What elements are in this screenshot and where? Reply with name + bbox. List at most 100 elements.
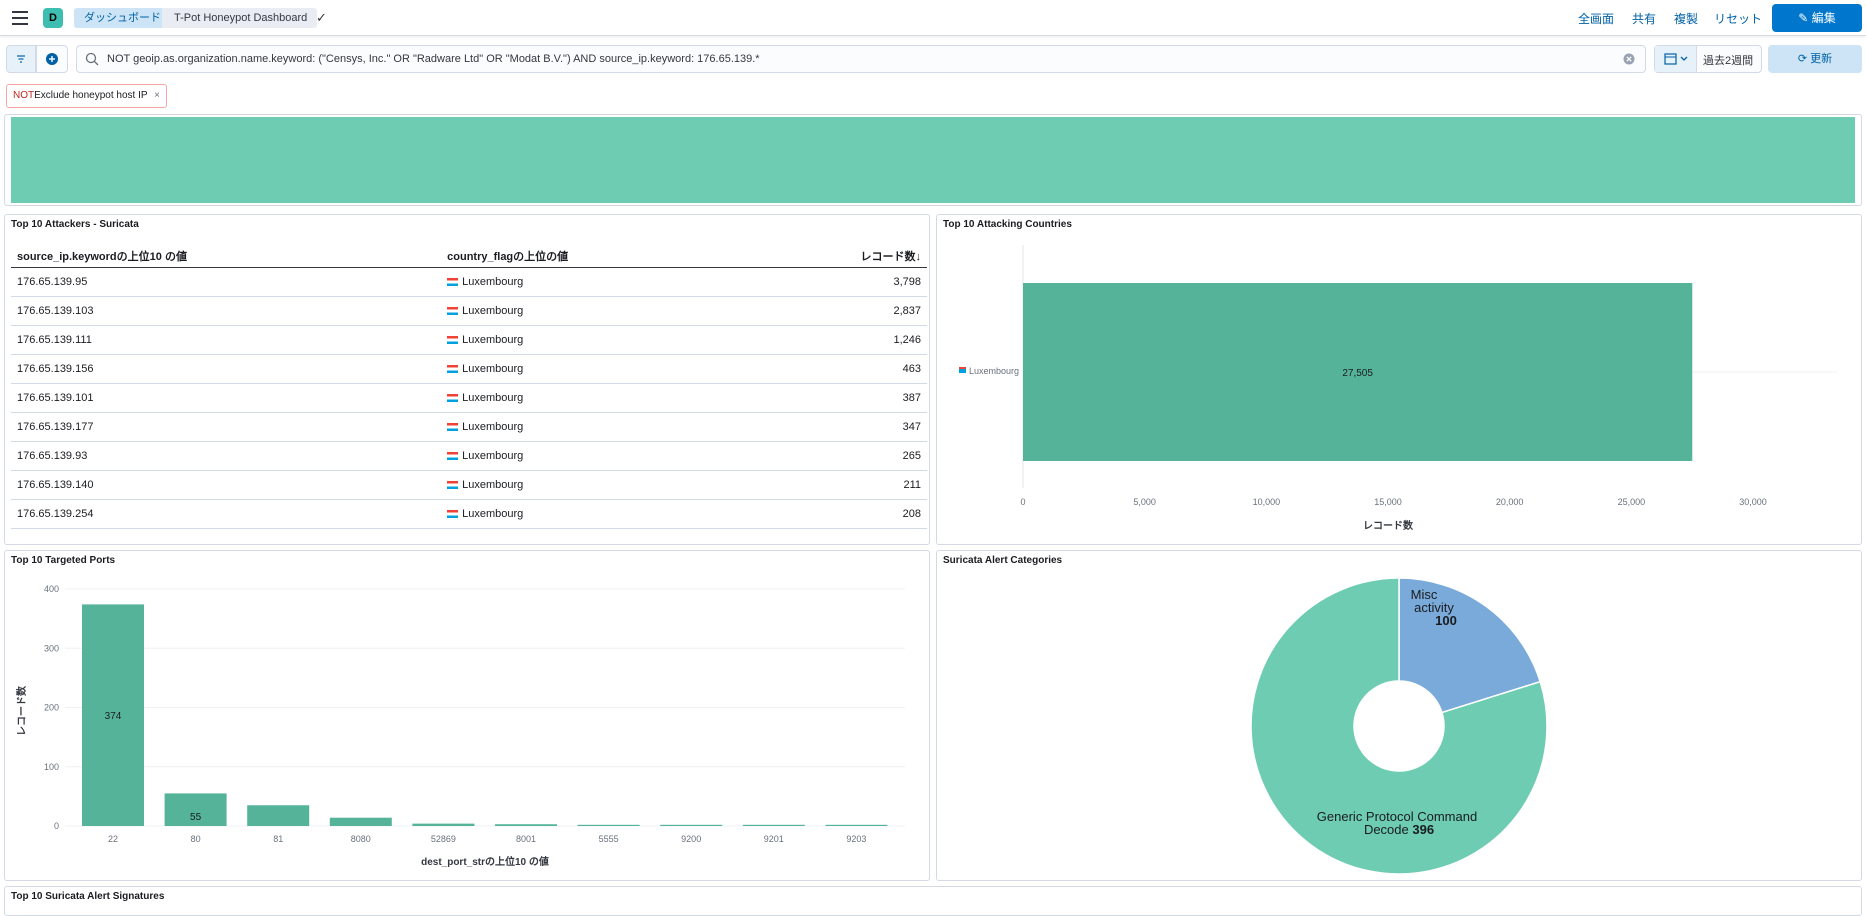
date-quick-menu-button[interactable] [1655, 46, 1697, 72]
date-picker[interactable]: 過去2週間 [1654, 45, 1762, 73]
x-tick-label: 0 [1020, 497, 1025, 507]
ip-cell[interactable]: 176.65.139.95 [11, 267, 442, 297]
table-row[interactable]: 176.65.139.156 Luxembourg 463 [11, 354, 927, 384]
count-cell: 265 [755, 441, 927, 471]
y-tick-label: Luxembourg [969, 366, 1019, 376]
table-row[interactable]: 176.65.139.254 Luxembourg 208 [11, 499, 927, 529]
table-row[interactable]: 176.65.139.101 Luxembourg 387 [11, 383, 927, 413]
x-tick-label: 10,000 [1253, 497, 1281, 507]
panel-alert-signatures: Top 10 Suricata Alert Signatures [4, 886, 1862, 916]
edit-button[interactable]: ✎ 編集 [1772, 4, 1862, 32]
share-link[interactable]: 共有 [1632, 12, 1657, 26]
x-tick-label: 9201 [764, 834, 784, 844]
breadcrumb-current-dashboard: T-Pot Honeypot Dashboard [162, 8, 318, 28]
x-tick-label: 20,000 [1496, 497, 1524, 507]
ports-bar-chart: 0 100 200 300 400 374 22 55 80 81 8080 52869 8001 555… [15, 584, 905, 868]
reset-link[interactable]: リセット [1714, 12, 1763, 26]
query-text: NOT geoip.as.organization.name.keyword: … [107, 53, 760, 65]
country-name: Luxembourg [462, 449, 524, 462]
table-row[interactable]: 176.65.139.140 Luxembourg 211 [11, 470, 927, 500]
refresh-button-label: 更新 [1810, 53, 1833, 65]
bar [329, 817, 392, 826]
panel-title: Top 10 Targeted Ports [11, 555, 116, 566]
plus-circle-icon [46, 53, 58, 65]
ip-cell[interactable]: 176.65.139.140 [11, 470, 442, 500]
country-cell: Luxembourg [441, 470, 756, 500]
panel-top-partial [4, 114, 1862, 206]
luxembourg-flag-icon [447, 364, 459, 373]
x-tick-label: 80 [191, 834, 201, 844]
table-row[interactable]: 176.65.139.103 Luxembourg 2,837 [11, 296, 927, 326]
country-cell: Luxembourg [441, 412, 756, 442]
country-name: Luxembourg [462, 420, 524, 433]
filter-toggle-button[interactable] [6, 45, 36, 73]
breadcrumb-dashboards[interactable]: ダッシュボード [74, 8, 175, 28]
countries-bar-chart: 0 5,000 10,000 15,000 20,000 25,000 30,000 27,5… [959, 245, 1837, 532]
refresh-icon: ⟳ [1797, 53, 1811, 65]
country-cell: Luxembourg [441, 296, 756, 326]
bar [660, 824, 723, 826]
filter-icon [17, 55, 25, 63]
table-row[interactable]: 176.65.139.95 Luxembourg 3,798 [11, 267, 927, 297]
table-row[interactable]: 176.65.139.93 Luxembourg 265 [11, 441, 927, 471]
pencil-icon: ✎ [1798, 11, 1812, 25]
column-header-country[interactable]: country_flagの上位の値 [441, 245, 756, 268]
check-icon: ✓ [316, 10, 327, 25]
country-name: Luxembourg [462, 391, 524, 404]
count-cell: 1,246 [755, 325, 927, 355]
query-bar: NOT geoip.as.organization.name.keyword: … [0, 37, 1866, 83]
bar [82, 604, 144, 826]
space-avatar[interactable]: D [43, 8, 63, 28]
x-tick-label: 9200 [681, 834, 701, 844]
x-tick-label: 5555 [599, 834, 619, 844]
country-name: Luxembourg [462, 333, 524, 346]
luxembourg-flag-icon [447, 480, 459, 489]
fullscreen-link[interactable]: 全画面 [1578, 12, 1615, 26]
ip-cell[interactable]: 176.65.139.156 [11, 354, 442, 384]
x-tick-label: 52869 [431, 834, 456, 844]
slice-value-label: 396 [1412, 822, 1434, 837]
country-name: Luxembourg [462, 507, 524, 520]
x-axis-label: dest_port_strの上位10 の値 [421, 855, 549, 868]
ip-cell[interactable]: 176.65.139.103 [11, 296, 442, 326]
ip-cell[interactable]: 176.65.139.93 [11, 441, 442, 471]
luxembourg-flag-icon [447, 277, 459, 286]
column-header-ip[interactable]: source_ip.keywordの上位10 の値 [11, 245, 442, 268]
table-row[interactable]: 176.65.139.177 Luxembourg 347 [11, 412, 927, 442]
luxembourg-flag-icon [447, 306, 459, 315]
slice-label: Misc activity [1411, 587, 1455, 615]
ip-cell[interactable]: 176.65.139.111 [11, 325, 442, 355]
filter-pill[interactable]: NOTExclude honeypot host IP × [6, 84, 167, 108]
x-tick-label: 5,000 [1133, 497, 1156, 507]
x-axis-label: レコード数 [1363, 519, 1414, 532]
slice-label: Decode 396 [1364, 822, 1434, 837]
count-cell: 211 [755, 470, 927, 500]
column-header-count[interactable]: レコード数↓ [755, 245, 927, 268]
bar [412, 823, 475, 826]
refresh-button[interactable]: ⟳ 更新 [1768, 45, 1862, 73]
slice-label-line: Misc [1411, 587, 1438, 602]
count-cell: 463 [755, 354, 927, 384]
add-filter-button[interactable] [36, 45, 68, 73]
bar [247, 805, 310, 826]
count-cell: 347 [755, 412, 927, 442]
flag-stripe [959, 367, 966, 369]
panel-top-attackers: Top 10 Attackers - Suricata source_ip.ke… [4, 214, 930, 545]
clone-link[interactable]: 複製 [1674, 12, 1699, 26]
ip-cell[interactable]: 176.65.139.177 [11, 412, 442, 442]
ip-cell[interactable]: 176.65.139.254 [11, 499, 442, 529]
close-icon[interactable]: × [154, 90, 160, 101]
x-tick-label: 8001 [516, 834, 536, 844]
ip-cell[interactable]: 176.65.139.101 [11, 383, 442, 413]
clear-icon[interactable] [1623, 53, 1635, 65]
filter-pill-label: Exclude honeypot host IP [34, 90, 148, 101]
search-input[interactable]: NOT geoip.as.organization.name.keyword: … [76, 45, 1646, 73]
calendar-icon [1664, 53, 1688, 65]
panel-top-ports: Top 10 Targeted Ports 0 100 200 300 400 374 22… [4, 550, 930, 881]
panel-top-countries: Top 10 Attacking Countries 0 5,000 10,000 1… [936, 214, 1862, 545]
menu-icon[interactable] [12, 11, 28, 25]
y-tick-label: 200 [44, 703, 59, 713]
y-axis-label: レコード数 [15, 685, 28, 736]
table-row[interactable]: 176.65.139.111 Luxembourg 1,246 [11, 325, 927, 355]
